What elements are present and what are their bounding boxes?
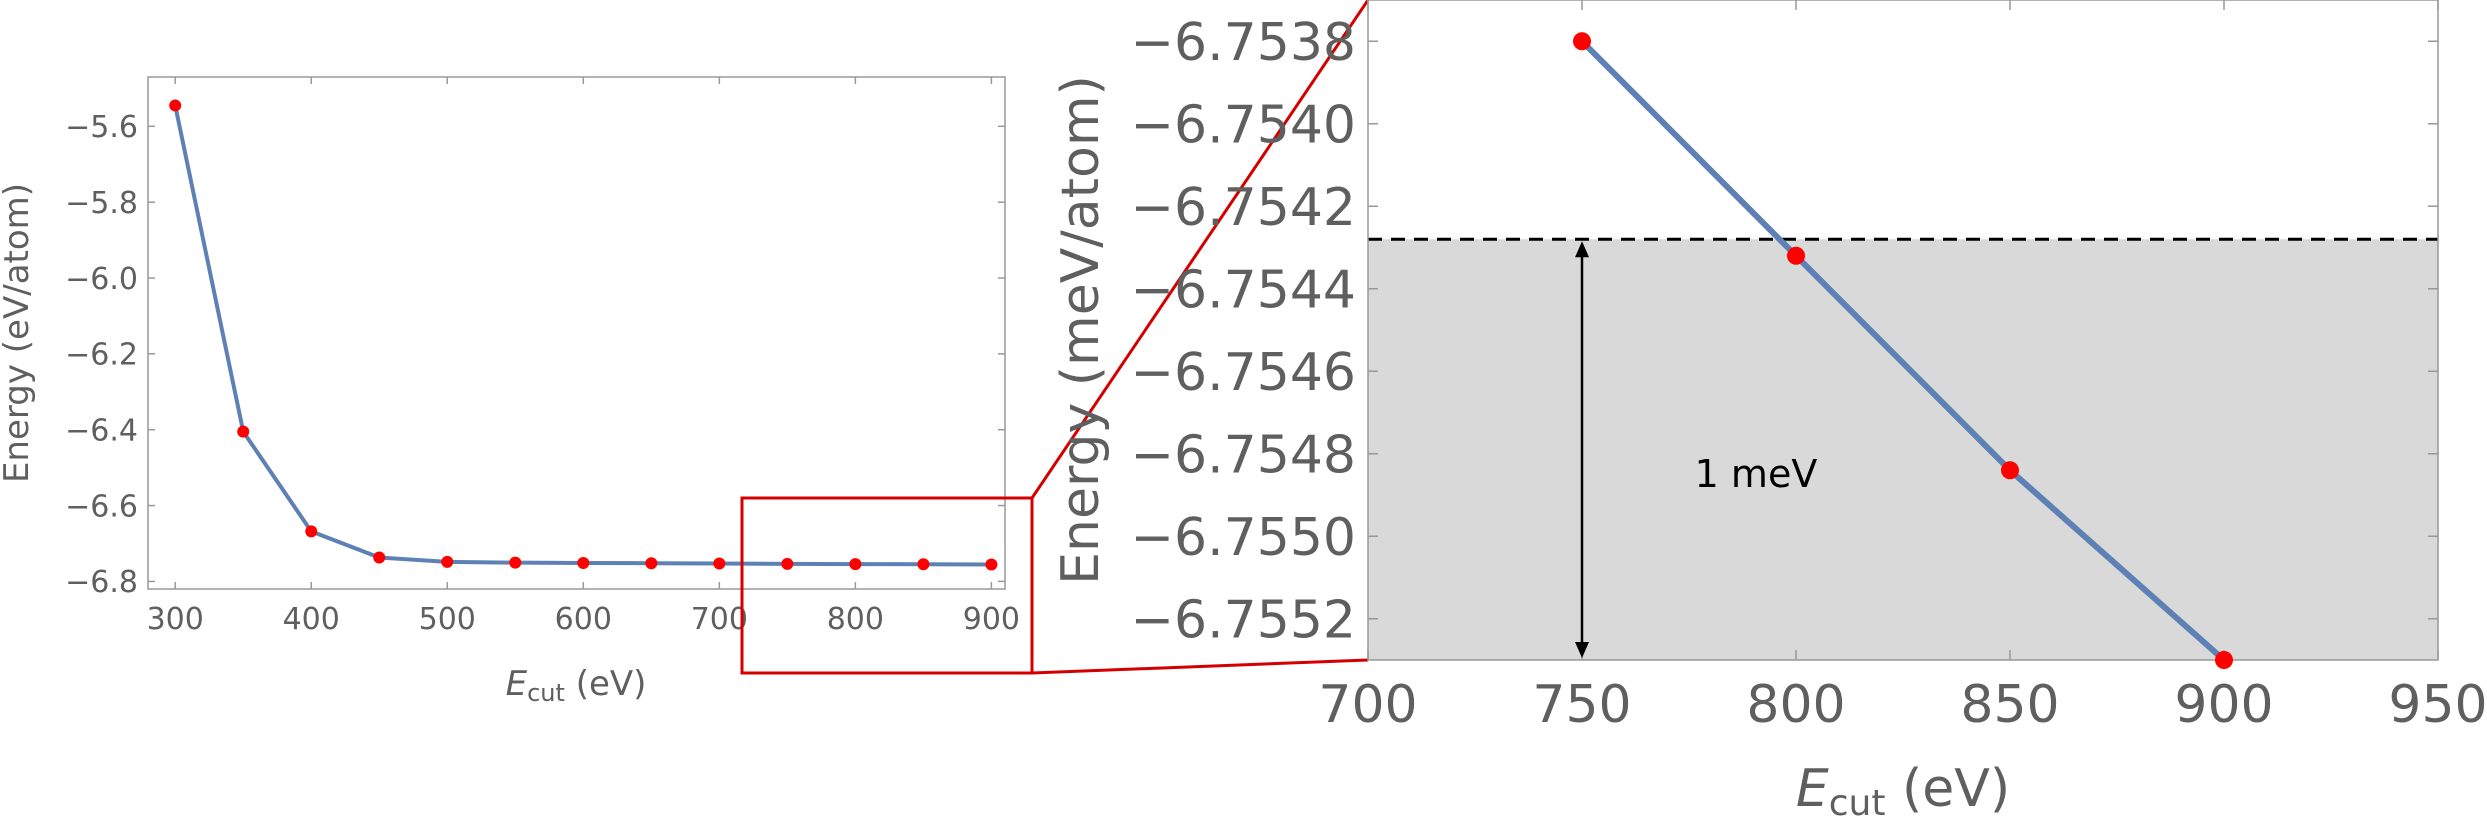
right-data-point bbox=[2215, 651, 2233, 669]
left-plot-frame bbox=[147, 76, 1006, 590]
right-band-label: 1 meV bbox=[1695, 452, 1818, 496]
left-y-tick-label: −6.2 bbox=[65, 338, 138, 373]
left-axis-tick-labels: 300 400 500 600 700 800 900 −5.6 −5.8 −6.0 −6.2 −6.… bbox=[65, 110, 1020, 637]
left-series-points bbox=[169, 99, 998, 571]
right-x-tick-label: 700 bbox=[1318, 675, 1417, 735]
left-x-tick-label: 700 bbox=[691, 602, 748, 637]
right-x-tick-label: 950 bbox=[2388, 675, 2487, 735]
right-series-points bbox=[1573, 32, 2233, 669]
right-arrow-head-bottom bbox=[1575, 642, 1589, 658]
left-x-axis-title-sub: cut bbox=[527, 679, 565, 707]
right-chart: 700 750 800 850 900 950 −6.7538 −6.7540 −6.7542 −… bbox=[1051, 0, 2487, 818]
left-y-tick-label: −6.0 bbox=[65, 262, 138, 297]
left-data-point bbox=[237, 425, 250, 438]
left-y-tick-label: −6.8 bbox=[65, 565, 138, 600]
right-x-axis-title-unit: (eV) bbox=[1885, 759, 2010, 818]
left-data-point bbox=[305, 525, 318, 538]
left-y-tick-label: −5.8 bbox=[65, 186, 138, 221]
right-data-point bbox=[1787, 246, 1805, 265]
right-x-tick-label: 800 bbox=[1746, 675, 1845, 735]
right-y-tick-label: −6.7544 bbox=[1130, 260, 1356, 320]
left-data-point bbox=[441, 555, 454, 568]
left-data-point bbox=[917, 558, 930, 571]
right-x-axis-title: Ecut (eV) bbox=[1796, 759, 2010, 818]
left-data-point bbox=[577, 557, 590, 570]
right-axis-tick-labels: 700 750 800 850 900 950 −6.7538 −6.7540 −6.7542 −… bbox=[1130, 13, 2487, 735]
left-x-tick-label: 500 bbox=[419, 602, 476, 637]
right-data-point bbox=[2001, 461, 2019, 480]
left-data-point bbox=[985, 558, 998, 571]
zoom-box bbox=[740, 496, 1034, 675]
left-axis-ticks bbox=[148, 77, 1005, 589]
right-x-axis-title-main: E bbox=[1796, 759, 1829, 818]
right-y-tick-label: −6.7552 bbox=[1130, 590, 1356, 650]
left-series-line bbox=[173, 105, 992, 567]
right-plot-frame bbox=[1367, 0, 2439, 661]
left-x-axis-title: Ecut (eV) bbox=[506, 664, 647, 707]
right-data-point bbox=[1573, 32, 1591, 51]
right-band-arrow bbox=[1575, 241, 1589, 658]
right-y-tick-label: −6.7542 bbox=[1130, 178, 1356, 238]
left-data-point bbox=[169, 99, 182, 112]
right-tolerance-band bbox=[1368, 239, 2438, 660]
right-series-line bbox=[1579, 39, 2226, 663]
left-data-point bbox=[849, 558, 862, 571]
left-x-tick-label: 900 bbox=[963, 602, 1020, 637]
right-x-tick-label: 900 bbox=[2174, 675, 2273, 735]
right-x-tick-label: 850 bbox=[1960, 675, 2059, 735]
left-x-tick-label: 300 bbox=[147, 602, 204, 637]
left-x-axis-title-main: E bbox=[506, 664, 528, 704]
left-x-tick-label: 400 bbox=[283, 602, 340, 637]
left-data-point bbox=[781, 557, 794, 570]
right-y-tick-label: −6.7540 bbox=[1130, 95, 1356, 155]
left-data-point bbox=[713, 557, 726, 570]
left-data-point bbox=[373, 551, 386, 564]
zoom-indicator bbox=[740, 0, 1370, 675]
right-x-tick-label: 750 bbox=[1532, 675, 1631, 735]
right-y-tick-label: −6.7550 bbox=[1130, 508, 1356, 568]
right-y-tick-label: −6.7538 bbox=[1130, 13, 1356, 73]
left-y-tick-label: −6.6 bbox=[65, 489, 138, 524]
left-chart: 300 400 500 600 700 800 900 −5.6 −5.8 −6.0 −6.2 −6.… bbox=[0, 76, 1020, 707]
right-x-axis-title-sub: cut bbox=[1829, 783, 1886, 818]
left-x-tick-label: 600 bbox=[555, 602, 612, 637]
left-y-tick-label: −6.4 bbox=[65, 414, 138, 449]
left-x-axis-title-unit: (eV) bbox=[565, 664, 647, 704]
zoom-connector-top bbox=[1030, 0, 1370, 499]
left-y-axis-title: Energy (eV/atom) bbox=[0, 183, 37, 483]
right-y-tick-label: −6.7546 bbox=[1130, 343, 1356, 403]
left-data-point bbox=[509, 556, 522, 569]
right-y-axis-title: Energy (meV/atom) bbox=[1051, 75, 1111, 585]
left-x-tick-label: 800 bbox=[827, 602, 884, 637]
right-y-tick-label: −6.7548 bbox=[1130, 425, 1356, 485]
left-y-tick-label: −5.6 bbox=[65, 110, 138, 145]
right-arrow-head-top bbox=[1575, 241, 1589, 258]
zoom-connector-bottom bbox=[1031, 658, 1369, 675]
left-data-point bbox=[645, 557, 658, 570]
